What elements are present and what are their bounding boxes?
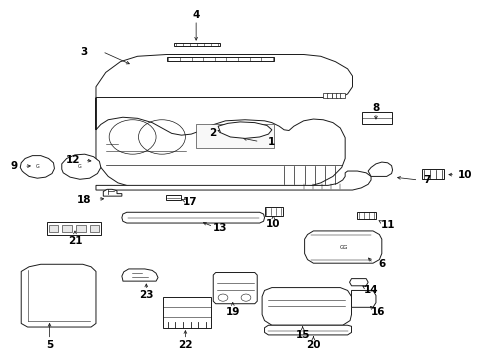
Polygon shape [196,125,274,148]
Polygon shape [62,225,72,232]
Text: 17: 17 [183,197,197,207]
Polygon shape [357,212,376,220]
Polygon shape [362,112,392,125]
Polygon shape [96,54,352,98]
Polygon shape [122,269,158,281]
Polygon shape [213,273,257,304]
Polygon shape [20,156,54,178]
Text: 14: 14 [364,285,378,295]
Polygon shape [368,162,392,176]
Text: 20: 20 [306,340,320,350]
Polygon shape [174,43,220,46]
Polygon shape [167,57,274,60]
Text: 18: 18 [76,195,91,205]
Text: 2: 2 [210,128,217,138]
Text: 7: 7 [423,175,430,185]
Polygon shape [49,225,58,232]
Text: 13: 13 [212,224,227,233]
Text: G: G [78,164,82,169]
Text: 12: 12 [66,155,80,165]
Polygon shape [265,325,351,335]
Polygon shape [166,195,180,200]
Text: 23: 23 [139,291,153,301]
Polygon shape [262,288,351,325]
Text: G: G [35,164,39,169]
Polygon shape [218,122,272,138]
Polygon shape [305,231,382,263]
Polygon shape [47,222,101,234]
Polygon shape [351,291,376,307]
Text: 3: 3 [80,46,87,57]
Polygon shape [340,93,345,98]
Text: 6: 6 [378,259,386,269]
Text: 8: 8 [372,103,380,113]
Text: 21: 21 [68,236,82,246]
Text: 11: 11 [380,220,395,230]
Polygon shape [163,297,211,328]
Text: 16: 16 [370,307,385,316]
Text: 5: 5 [46,340,53,350]
Polygon shape [323,93,328,98]
Polygon shape [349,279,368,286]
Polygon shape [327,93,332,98]
Text: 19: 19 [225,307,240,316]
Text: 15: 15 [295,330,310,340]
Polygon shape [90,225,99,232]
Text: 4: 4 [193,10,200,20]
Polygon shape [332,93,337,98]
Polygon shape [265,207,283,216]
Text: 10: 10 [266,219,281,229]
Polygon shape [336,93,341,98]
Polygon shape [122,212,265,223]
Text: 9: 9 [11,161,18,171]
Text: GG: GG [340,244,348,249]
Polygon shape [62,154,101,179]
Polygon shape [96,171,371,190]
Polygon shape [21,264,96,327]
Polygon shape [96,98,345,189]
Text: 10: 10 [458,170,472,180]
Polygon shape [422,169,444,179]
Text: 22: 22 [178,340,193,350]
Text: 1: 1 [268,138,275,147]
Polygon shape [76,225,86,232]
Polygon shape [103,189,122,196]
